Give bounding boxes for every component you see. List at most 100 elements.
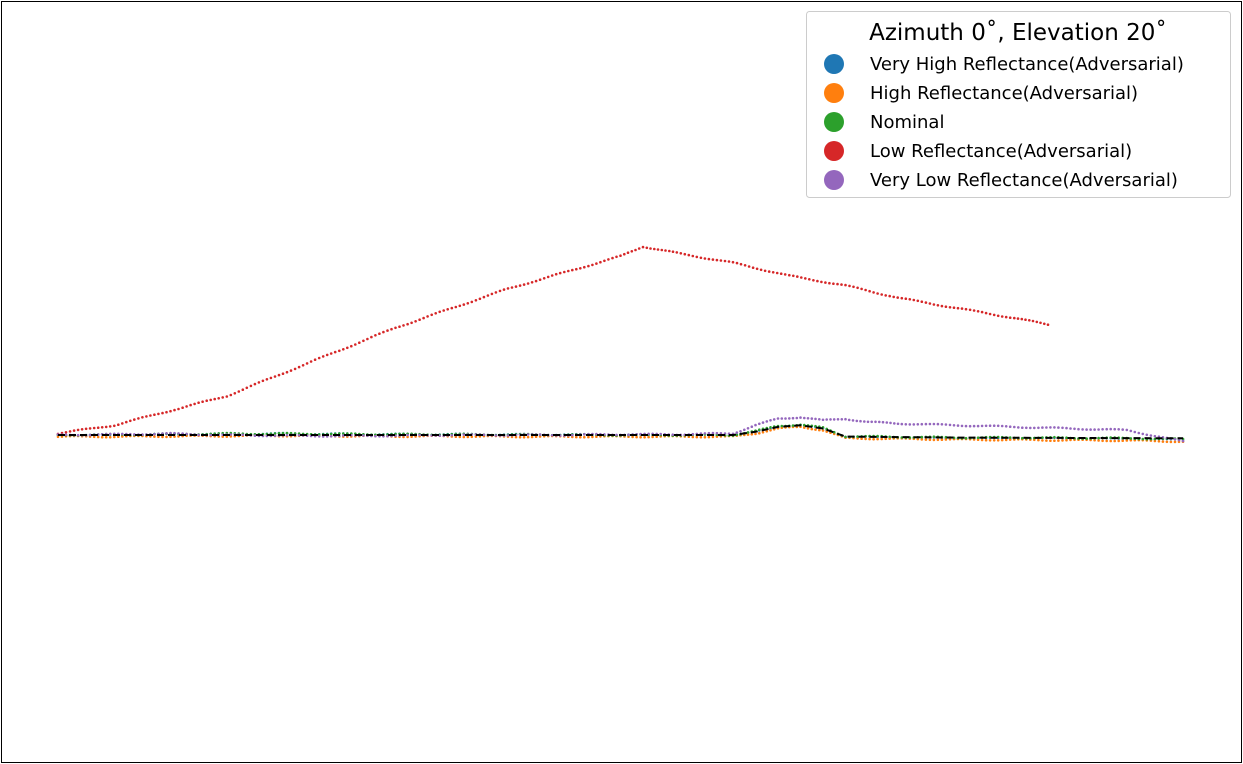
data-point bbox=[1121, 439, 1124, 443]
data-point bbox=[840, 283, 843, 286]
data-point bbox=[1033, 426, 1036, 430]
data-point bbox=[165, 432, 168, 435]
data-point bbox=[378, 332, 381, 336]
data-point bbox=[1033, 438, 1036, 442]
data-point bbox=[735, 431, 739, 434]
data-point bbox=[554, 272, 558, 276]
data-point bbox=[866, 420, 870, 424]
data-point bbox=[422, 316, 425, 320]
data-point bbox=[916, 423, 920, 426]
data-point bbox=[859, 419, 862, 423]
data-point bbox=[289, 369, 293, 372]
data-point bbox=[1013, 425, 1016, 429]
data-point bbox=[976, 436, 980, 440]
data-point bbox=[253, 434, 257, 438]
data-point bbox=[804, 277, 807, 280]
data-point bbox=[980, 310, 984, 314]
data-point bbox=[374, 434, 377, 438]
data-point bbox=[542, 277, 546, 280]
data-point bbox=[530, 435, 534, 439]
data-point bbox=[297, 365, 301, 369]
data-point bbox=[406, 433, 409, 437]
data-point bbox=[571, 268, 574, 272]
data-point bbox=[1125, 439, 1129, 442]
data-point bbox=[769, 419, 772, 422]
data-point bbox=[932, 303, 936, 306]
data-point bbox=[828, 281, 831, 285]
data-point bbox=[715, 258, 719, 262]
data-point bbox=[888, 294, 891, 298]
data-point bbox=[944, 305, 948, 309]
data-point bbox=[498, 289, 502, 293]
data-point bbox=[394, 326, 397, 330]
data-point bbox=[382, 330, 385, 334]
data-point bbox=[1053, 439, 1056, 443]
data-point bbox=[64, 433, 68, 437]
data-point bbox=[297, 434, 301, 437]
data-point bbox=[1141, 437, 1145, 441]
data-point bbox=[876, 437, 879, 441]
data-point bbox=[1149, 434, 1153, 437]
data-point bbox=[587, 264, 590, 268]
data-point bbox=[169, 431, 172, 435]
data-point bbox=[1035, 320, 1039, 324]
data-point bbox=[852, 285, 855, 289]
data-point bbox=[731, 260, 735, 264]
data-point bbox=[374, 334, 377, 337]
data-point bbox=[783, 273, 787, 276]
data-point bbox=[1061, 426, 1064, 430]
data-point bbox=[1085, 428, 1088, 431]
data-point bbox=[579, 435, 582, 439]
data-point bbox=[952, 306, 956, 310]
data-point bbox=[1017, 426, 1020, 429]
data-point bbox=[1157, 440, 1161, 443]
data-point bbox=[1177, 438, 1181, 442]
data-point bbox=[583, 435, 586, 439]
data-point bbox=[490, 292, 494, 296]
data-point bbox=[746, 427, 750, 430]
data-point bbox=[482, 295, 486, 299]
data-point bbox=[538, 435, 542, 438]
data-point bbox=[538, 433, 542, 436]
data-point bbox=[876, 434, 879, 438]
data-point bbox=[872, 291, 875, 294]
data-point bbox=[885, 421, 889, 424]
data-point bbox=[410, 321, 413, 325]
data-point bbox=[350, 344, 353, 348]
data-point bbox=[920, 300, 924, 304]
data-point bbox=[908, 298, 912, 301]
data-point bbox=[273, 434, 277, 438]
data-point bbox=[824, 281, 827, 284]
data-point bbox=[603, 259, 606, 263]
data-point bbox=[1025, 426, 1028, 430]
data-point bbox=[844, 283, 847, 287]
data-point bbox=[281, 372, 285, 376]
data-point bbox=[76, 428, 80, 432]
data-point bbox=[193, 402, 196, 406]
data-point bbox=[273, 375, 277, 378]
data-point bbox=[940, 423, 944, 426]
data-point bbox=[664, 249, 667, 252]
data-point bbox=[534, 435, 538, 439]
data-point bbox=[675, 251, 679, 254]
data-point bbox=[579, 267, 582, 270]
data-point bbox=[526, 435, 530, 439]
data-point bbox=[121, 432, 124, 436]
data-point bbox=[884, 294, 887, 297]
data-point bbox=[506, 434, 510, 437]
data-point bbox=[655, 435, 658, 439]
data-point bbox=[466, 435, 470, 439]
data-point bbox=[707, 257, 711, 261]
data-point bbox=[1041, 439, 1044, 442]
data-point bbox=[329, 432, 333, 436]
data-point bbox=[571, 433, 574, 437]
data-point bbox=[920, 438, 924, 441]
data-point bbox=[430, 313, 434, 317]
data-point bbox=[265, 378, 269, 381]
data-point bbox=[810, 417, 814, 420]
data-point bbox=[968, 308, 972, 312]
data-point bbox=[851, 419, 855, 422]
data-point bbox=[1046, 323, 1050, 327]
data-point bbox=[1181, 439, 1185, 443]
data-point bbox=[1065, 436, 1068, 440]
